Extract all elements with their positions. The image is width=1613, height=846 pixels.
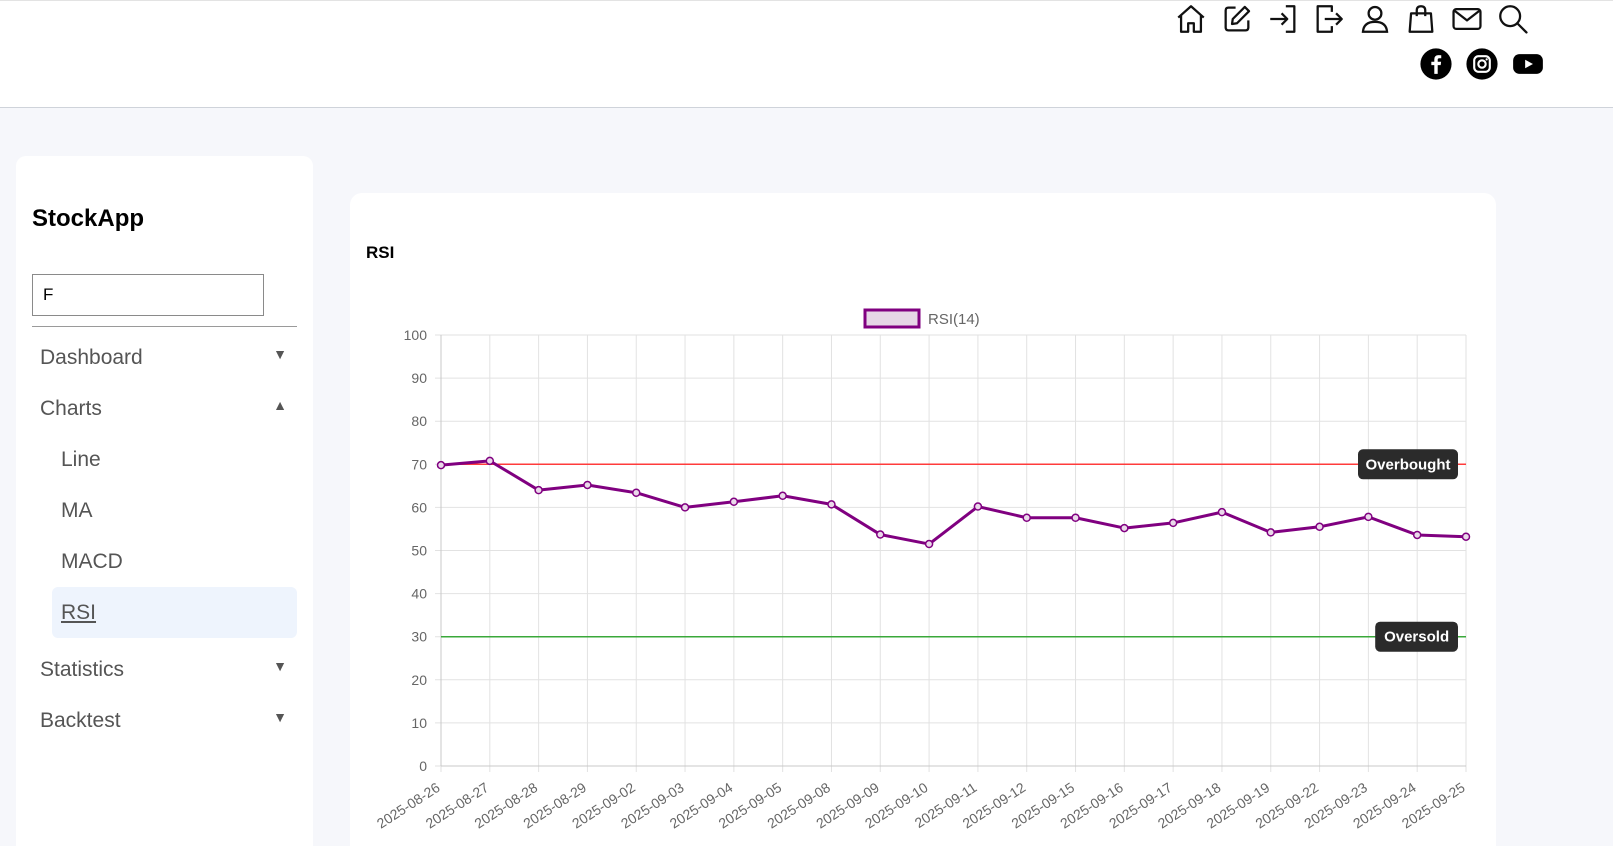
sidebar-subitem-macd[interactable]: MACD	[61, 549, 123, 573]
rsi-data-point	[778, 491, 787, 501]
edit-icon[interactable]	[1218, 1, 1256, 37]
legend-swatch	[863, 308, 921, 329]
rsi-data-point	[973, 502, 983, 511]
rsi-data-point	[729, 497, 739, 507]
sidebar: StockApp Dashboard ▼ Charts ▲ Line MA MA…	[16, 156, 313, 846]
search-icon[interactable]	[1494, 1, 1532, 37]
rsi-data-point	[1168, 518, 1178, 528]
reference-badge	[1375, 621, 1458, 652]
y-tick-label: 20	[411, 672, 427, 688]
rsi-data-point	[534, 485, 543, 495]
rsi-data-point	[1120, 523, 1129, 533]
y-tick-label: 90	[411, 370, 427, 386]
rsi-series-line	[440, 459, 1467, 546]
y-tick-label: 30	[411, 629, 427, 645]
chevron-down-icon: ▼	[273, 346, 287, 362]
reference-badge	[1358, 449, 1458, 480]
y-tick-label: 70	[411, 456, 427, 472]
instagram-icon[interactable]	[1464, 46, 1500, 82]
rsi-data-point	[1071, 513, 1080, 522]
y-tick-label: 80	[411, 413, 427, 429]
sidebar-item-label: Dashboard	[40, 345, 143, 369]
rsi-data-point	[583, 480, 592, 490]
y-tick-label: 0	[419, 758, 427, 774]
y-tick-label: 40	[411, 586, 427, 602]
sidebar-item-label: Statistics	[40, 657, 125, 681]
reference-label: Oversold	[1384, 629, 1449, 646]
social-icon-row	[1418, 46, 1556, 82]
sidebar-subitem-line[interactable]: Line	[61, 447, 101, 471]
home-icon[interactable]	[1172, 1, 1210, 37]
search-input[interactable]	[32, 274, 264, 316]
rsi-data-point	[1217, 507, 1227, 517]
top-bar	[0, 0, 1613, 108]
rsi-data-point	[1315, 522, 1324, 532]
rsi-data-point	[1364, 512, 1373, 522]
sidebar-subitem-rsi[interactable]: RSI	[52, 587, 297, 638]
rsi-data-point	[1412, 530, 1422, 540]
chevron-up-icon: ▲	[273, 397, 287, 413]
brand-title: StockApp	[32, 205, 145, 232]
logout-icon[interactable]	[1310, 1, 1348, 37]
rsi-data-point	[436, 460, 446, 470]
rsi-data-point	[631, 488, 641, 497]
mail-icon[interactable]	[1448, 1, 1486, 37]
sidebar-item-backtest[interactable]: Backtest ▼	[32, 695, 297, 746]
sidebar-item-label: Charts	[40, 396, 102, 420]
rsi-data-point	[485, 456, 495, 466]
rsi-data-point	[876, 530, 885, 539]
shopping-bag-icon[interactable]	[1402, 1, 1440, 37]
card-title: RSI	[366, 243, 395, 262]
rsi-data-point	[1266, 528, 1276, 537]
rsi-data-point	[827, 500, 836, 509]
sidebar-item-dashboard[interactable]: Dashboard ▼	[32, 332, 297, 383]
sidebar-divider	[32, 326, 297, 327]
rsi-data-point	[1022, 513, 1031, 522]
y-tick-label: 50	[411, 543, 427, 559]
sidebar-item-statistics[interactable]: Statistics ▼	[32, 644, 297, 695]
legend-label: RSI(14)	[928, 311, 980, 328]
y-tick-label: 100	[404, 327, 428, 343]
sidebar-item-label: Backtest	[40, 708, 121, 732]
rsi-data-point	[1461, 532, 1471, 541]
youtube-icon[interactable]	[1510, 46, 1546, 82]
chevron-down-icon: ▼	[273, 658, 287, 674]
user-icon[interactable]	[1356, 1, 1394, 37]
sidebar-nav: Dashboard ▼ Charts ▲ Line MA MACD RSI St…	[32, 332, 297, 746]
rsi-chart: 01020304050607080901002025-08-262025-08-…	[374, 308, 1471, 832]
y-tick-label: 10	[411, 715, 427, 731]
rsi-data-point	[924, 539, 934, 549]
sidebar-subitem-ma[interactable]: MA	[61, 498, 93, 522]
rsi-data-point	[680, 503, 690, 512]
facebook-icon[interactable]	[1418, 46, 1454, 82]
chart-card: RSI 0 10 20 30 40 50 60 70 80 90 100 2025-08-26 2025…	[350, 193, 1496, 846]
top-icon-row	[1172, 1, 1540, 37]
reference-label: Overbought	[1366, 456, 1451, 473]
login-icon[interactable]	[1264, 1, 1302, 37]
sidebar-item-charts[interactable]: Charts ▲	[32, 383, 297, 434]
y-tick-label: 60	[411, 499, 427, 515]
chevron-down-icon: ▼	[273, 709, 287, 725]
